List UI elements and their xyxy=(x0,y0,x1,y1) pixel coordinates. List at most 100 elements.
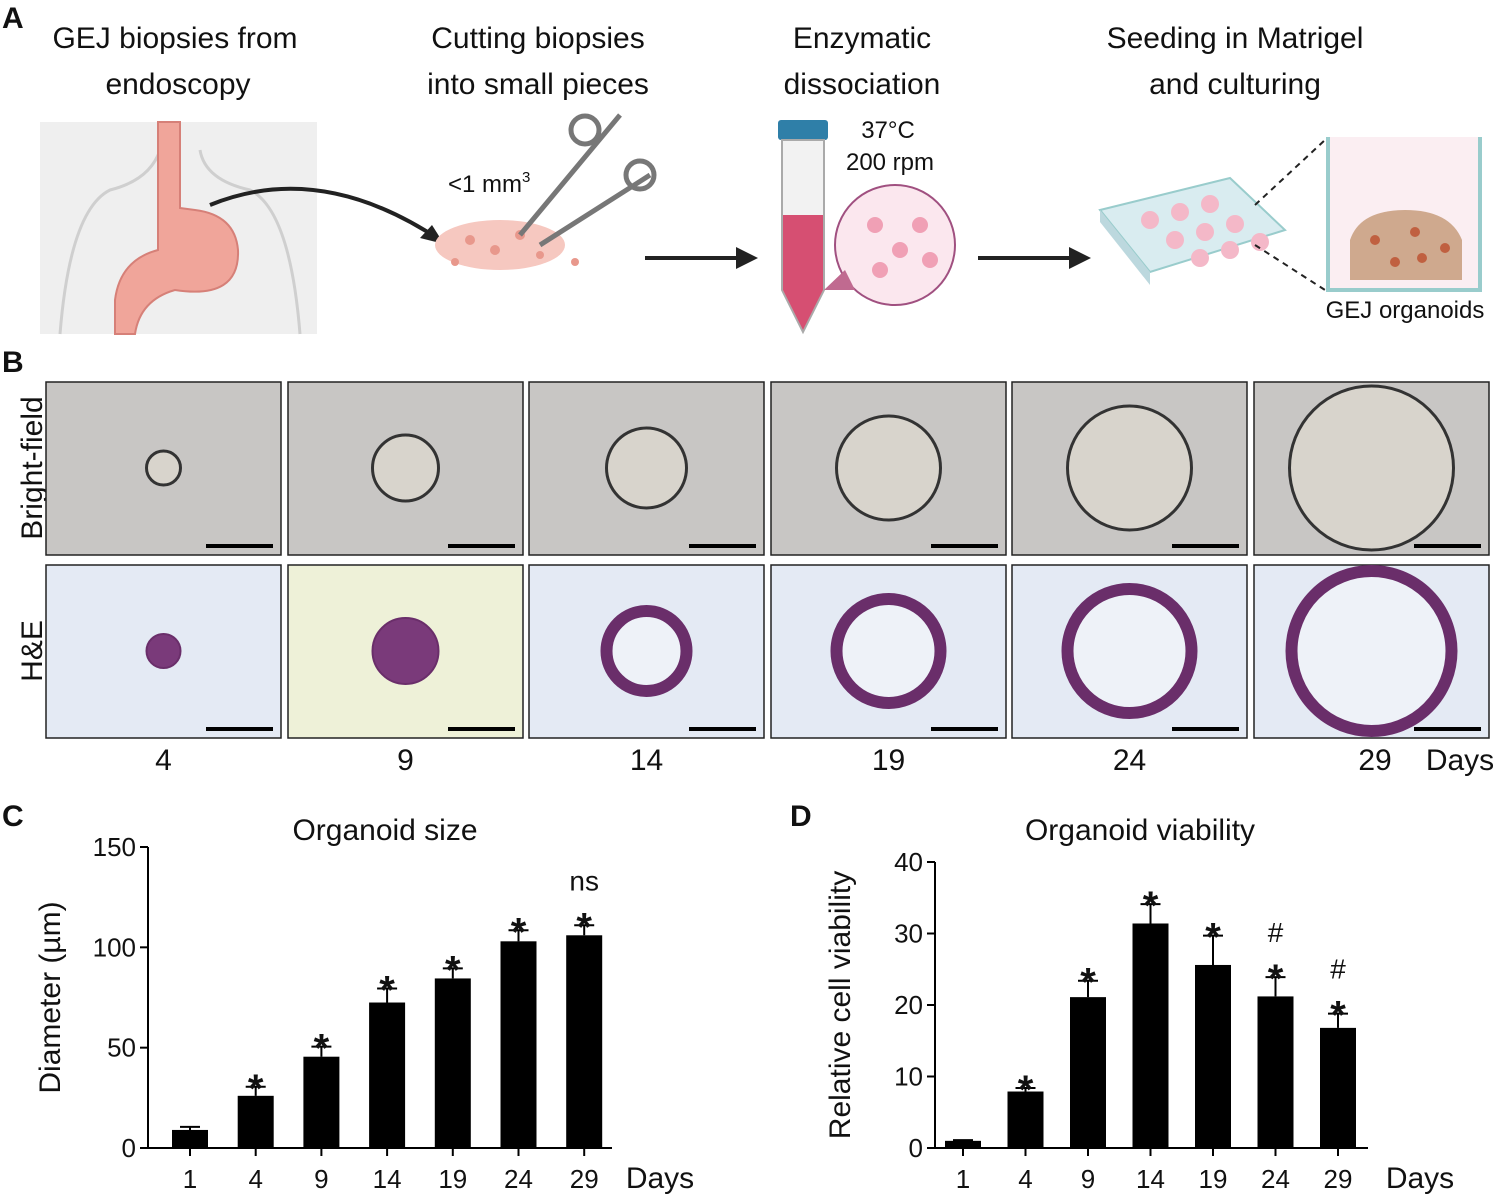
condition: 200 rpm xyxy=(846,149,934,176)
bar xyxy=(1320,1027,1356,1148)
significance-marker: * xyxy=(445,948,461,992)
day-label: 19 xyxy=(872,744,905,777)
biopsy-pieces xyxy=(435,113,657,270)
y-tick-label: 10 xyxy=(894,1062,923,1092)
x-tick-label: 4 xyxy=(248,1164,262,1194)
x-axis-label: Days xyxy=(1386,1162,1454,1195)
x-tick-label: 14 xyxy=(1136,1164,1165,1194)
step-text: endoscopy xyxy=(105,68,250,101)
y-tick-label: 150 xyxy=(93,832,136,862)
bar xyxy=(566,935,603,1148)
row-label: Bright-field xyxy=(16,396,49,539)
days-label: Days xyxy=(1426,744,1494,777)
bar xyxy=(434,978,471,1148)
significance-marker: * xyxy=(1268,957,1284,1001)
significance-marker: * xyxy=(1205,916,1221,960)
x-tick-label: 9 xyxy=(314,1164,328,1194)
condition: 37°C xyxy=(861,117,915,144)
size-sup: 3 xyxy=(522,169,530,186)
x-tick-label: 1 xyxy=(183,1164,197,1194)
error-bar xyxy=(1328,1012,1348,1028)
step-text: into small pieces xyxy=(427,68,649,101)
error-bar xyxy=(245,1085,266,1096)
day-label: 29 xyxy=(1358,744,1391,777)
bar xyxy=(237,1095,274,1148)
size-label: <1 mm3 xyxy=(448,169,530,198)
y-tick-label: 100 xyxy=(93,932,136,962)
organoid xyxy=(600,605,693,697)
step-text: and culturing xyxy=(1149,68,1321,101)
plate xyxy=(1098,137,1482,292)
panel-label: D xyxy=(790,800,812,833)
result-label: GEJ organoids xyxy=(1326,297,1485,324)
significance-marker: * xyxy=(1143,884,1159,928)
tube xyxy=(778,120,956,335)
chart-title: Organoid size xyxy=(292,814,477,847)
panel-label: B xyxy=(2,346,24,379)
significance-marker: ns xyxy=(569,865,599,896)
significance-marker: * xyxy=(379,968,395,1012)
step-text: Seeding in Matrigel xyxy=(1107,22,1364,55)
y-tick-label: 20 xyxy=(894,990,923,1020)
x-tick-label: 4 xyxy=(1018,1164,1032,1194)
bar xyxy=(172,1129,208,1148)
x-axis-label: Days xyxy=(626,1162,694,1195)
error-bar xyxy=(377,987,398,1003)
significance-marker: * xyxy=(248,1067,264,1111)
bar xyxy=(1195,964,1231,1148)
error-bar xyxy=(442,967,463,979)
y-axis-label: Relative cell viability xyxy=(824,871,857,1139)
significance-marker: * xyxy=(1080,961,1096,1005)
error-bar xyxy=(574,924,595,936)
organoid xyxy=(371,617,440,685)
chart-title: Organoid viability xyxy=(1025,814,1255,847)
organoid xyxy=(1061,583,1198,719)
x-tick-label: 29 xyxy=(1324,1164,1353,1194)
bar xyxy=(500,941,537,1148)
arrow-head xyxy=(736,247,758,269)
bar xyxy=(1132,923,1169,1148)
significance-marker: * xyxy=(1018,1068,1034,1112)
organoid xyxy=(145,633,182,669)
step-text: Cutting biopsies xyxy=(431,22,644,55)
significance-marker: * xyxy=(511,910,527,954)
organoid xyxy=(1285,565,1458,737)
y-tick-label: 30 xyxy=(894,919,923,949)
significance-marker: # xyxy=(1268,917,1284,948)
bar xyxy=(945,1140,981,1148)
organoid xyxy=(145,449,182,487)
error-bar xyxy=(508,929,529,942)
y-tick-label: 0 xyxy=(122,1133,136,1163)
bar xyxy=(1007,1091,1044,1148)
step-text: Enzymatic xyxy=(793,22,931,55)
body-illustration xyxy=(40,121,444,335)
day-label: 4 xyxy=(155,744,172,777)
step-text: GEJ biopsies from xyxy=(52,22,297,55)
organoid xyxy=(1066,404,1193,532)
error-bar xyxy=(311,1045,332,1057)
day-label: 14 xyxy=(630,744,663,777)
y-axis-label: Diameter (µm) xyxy=(34,901,67,1093)
significance-marker: * xyxy=(1330,994,1346,1038)
error-bar xyxy=(1265,976,1286,997)
panel-label: A xyxy=(2,2,24,35)
significance-marker: * xyxy=(314,1027,330,1071)
organoid xyxy=(835,414,942,522)
bar xyxy=(369,1002,406,1148)
y-tick-label: 0 xyxy=(909,1133,923,1163)
x-tick-label: 9 xyxy=(1081,1164,1095,1194)
x-tick-label: 24 xyxy=(504,1164,533,1194)
organoid xyxy=(605,426,688,510)
day-label: 9 xyxy=(397,744,414,777)
organoid xyxy=(830,593,947,709)
error-bar xyxy=(1203,934,1223,965)
y-tick-label: 50 xyxy=(107,1033,136,1063)
step-text: dissociation xyxy=(784,68,941,101)
micrographs xyxy=(45,381,1490,739)
day-label: 24 xyxy=(1113,744,1146,777)
x-tick-label: 24 xyxy=(1261,1164,1290,1194)
bar xyxy=(1070,997,1106,1148)
bar xyxy=(1257,996,1294,1148)
